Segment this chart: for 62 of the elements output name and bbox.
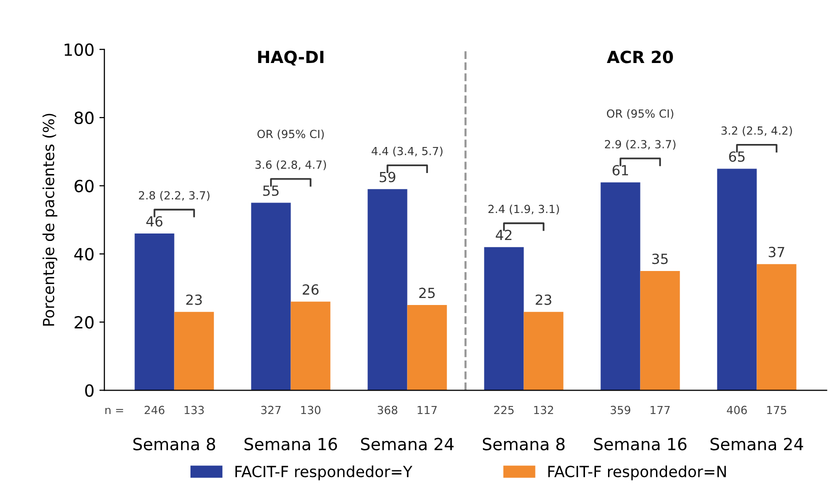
y-axis-title: Porcentaje de pacientes (%) — [42, 114, 58, 326]
annotation: OR (95% CI) — [606, 109, 674, 120]
text: n = — [105, 408, 124, 414]
legend-label: FACIT-F respondedor=N — [548, 465, 726, 480]
data-label: 23 — [536, 294, 552, 306]
text: 246 — [144, 406, 164, 414]
bar — [640, 270, 680, 390]
text: 406 — [726, 406, 747, 414]
data-label: 23 — [186, 294, 202, 306]
bar — [407, 305, 447, 390]
bar — [174, 312, 214, 390]
text: 130 — [301, 406, 320, 414]
data-label: 65 — [729, 151, 745, 162]
data-label: 25 — [419, 288, 435, 298]
x-tick-label: Semana 8 — [482, 438, 565, 450]
y-tick-label: 40 — [74, 248, 94, 260]
text: 133 — [184, 406, 204, 414]
bar — [600, 182, 640, 390]
data-label: 26 — [302, 284, 319, 295]
text: 327 — [261, 406, 281, 414]
bar — [290, 302, 330, 390]
y-tick-label: 100 — [64, 43, 94, 56]
data-label: 35 — [652, 254, 668, 264]
annotation: 3.6 (2.8, 4.7) — [255, 160, 326, 170]
bar — [251, 202, 291, 390]
annotation: 2.9 (2.3, 3.7) — [604, 140, 676, 150]
text: 177 — [650, 406, 670, 414]
x-tick-label: Semana 8 — [133, 438, 216, 450]
data-label: 55 — [263, 186, 279, 196]
text: 359 — [610, 406, 630, 414]
data-label: 59 — [380, 172, 396, 182]
x-tick-label: Semana 24 — [361, 438, 454, 450]
y-tick-label: 0 — [85, 384, 94, 397]
y-tick-label: 60 — [74, 180, 94, 192]
data-label: 46 — [146, 216, 162, 227]
annotation: 2.8 (2.2, 3.7) — [138, 190, 210, 201]
data-label: 61 — [612, 164, 628, 176]
annotation: 4.4 (3.4, 5.7) — [372, 146, 442, 157]
bar — [717, 168, 757, 390]
bar — [368, 189, 408, 390]
annotation: OR (95% CI) — [257, 130, 324, 140]
bar — [756, 264, 796, 390]
y-tick-label: 80 — [74, 112, 94, 124]
annotation: 3.2 (2.5, 4.2) — [721, 126, 792, 136]
x-tick-label: Semana 16 — [244, 438, 337, 450]
text: 175 — [767, 406, 786, 414]
text: 132 — [534, 406, 554, 414]
data-label: 42 — [496, 230, 512, 240]
x-tick-label: Semana 24 — [710, 438, 804, 450]
data-label: 37 — [768, 246, 784, 258]
bar — [484, 247, 524, 390]
bar — [524, 312, 564, 390]
y-tick-label: 20 — [74, 316, 94, 329]
legend-label: FACIT-F respondedor=Y — [235, 465, 412, 480]
annotation: 2.4 (1.9, 3.1) — [488, 204, 559, 214]
bar — [134, 233, 174, 390]
text: 368 — [378, 406, 398, 414]
x-tick-label: Semana 16 — [594, 438, 686, 450]
text: 225 — [494, 406, 514, 414]
annotation: HAQ-DI — [258, 50, 324, 66]
annotation: ACR 20 — [606, 50, 673, 64]
text: 117 — [418, 406, 437, 414]
